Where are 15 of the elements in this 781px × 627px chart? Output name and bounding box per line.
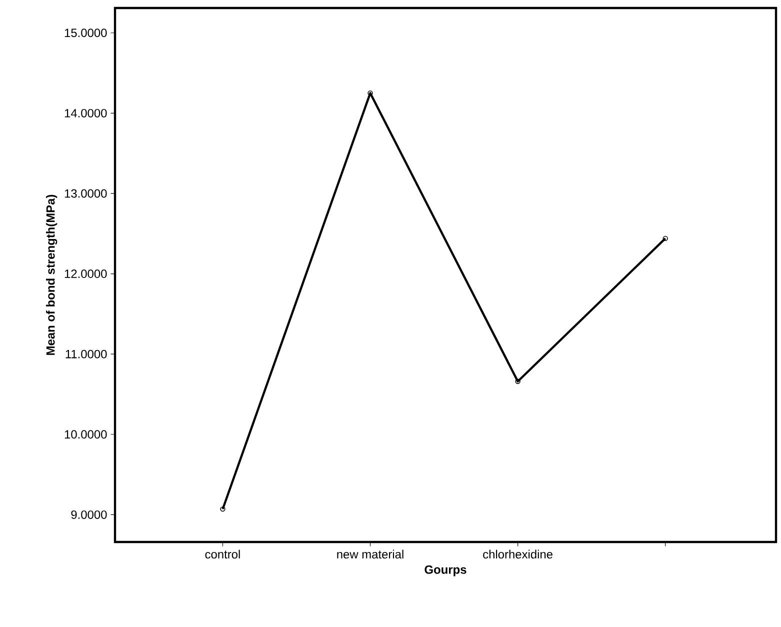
x-axis-title: Gourps [424,565,466,576]
x-tick-label: chlorhexidine [483,550,552,559]
y-tick-label: 10.0000 [64,430,107,439]
point [662,236,668,242]
y-tick-label: 11.0000 [66,350,107,358]
x-tick-label: control [205,550,240,559]
y-tick-label: 13.0000 [64,189,107,198]
y-tick-label: 9.0000 [71,510,107,519]
y-tick-label: 12.0000 [64,270,107,278]
point [220,506,226,512]
point [515,378,520,384]
x-tick-label: new material [337,550,404,559]
y-tick-label: 15.0000 [64,28,107,38]
y-tick-label: 14.0000 [64,108,107,118]
y-axis-title: Mean of bond strength(MPa) [46,194,58,355]
